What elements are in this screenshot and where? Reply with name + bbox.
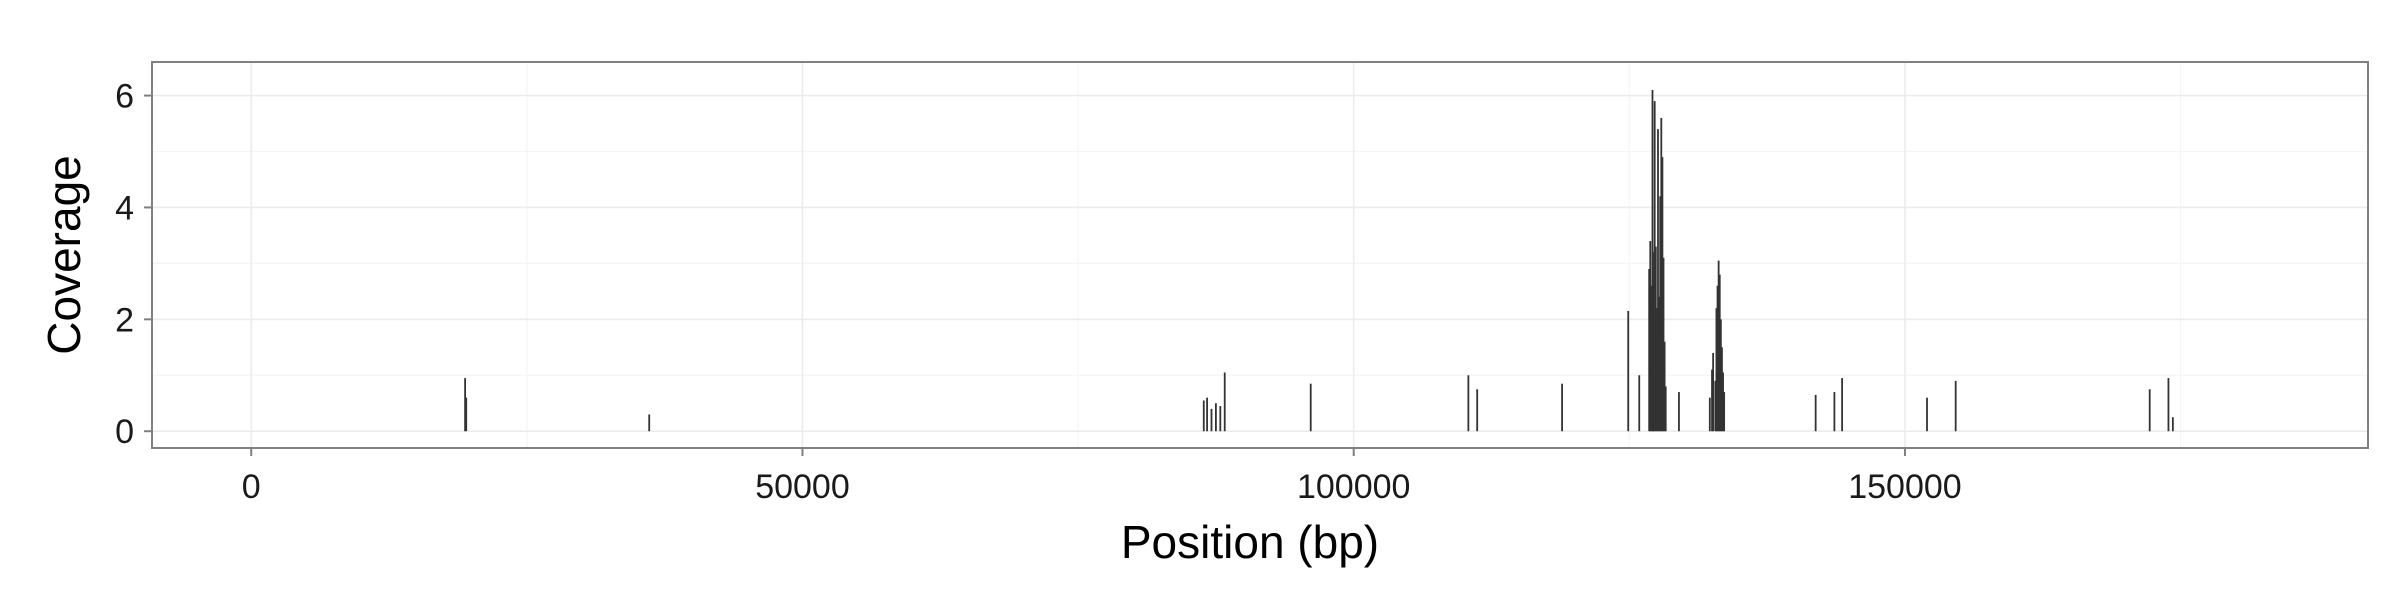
coverage-bar [1715,308,1718,432]
coverage-bar [1711,369,1713,432]
x-tick-label: 150000 [1848,468,1961,506]
y-axis-title: Coverage [38,155,90,354]
coverage-bar [1652,280,1655,432]
coverage-bar [1309,383,1312,432]
coverage-bar [1561,383,1563,432]
coverage-bar [1708,397,1711,432]
grid-minor [152,62,2368,448]
y-tick-label: 6 [115,78,134,116]
x-tick-label: 0 [242,468,261,506]
coverage-bar [1661,157,1664,432]
coverage-bar [1650,285,1653,432]
coverage-bar [1210,408,1213,432]
coverage-bar [1654,246,1657,432]
x-tick-label: 50000 [755,468,850,506]
coverage-bar [1653,101,1656,432]
coverage-bar [1627,310,1630,432]
plot-panel [152,62,2368,448]
coverage-bar [1662,257,1665,432]
x-axis: 0 50000 100000 150000 [242,448,1962,506]
coverage-bar [464,378,467,432]
coverage-bar [1723,392,1726,432]
y-axis: 0 2 4 6 [115,78,152,451]
coverage-bar [648,414,651,432]
coverage-bar [1814,394,1817,432]
coverage-bar [1721,347,1723,432]
coverage-bar [1467,375,1470,432]
coverage-bar [1215,403,1217,432]
coverage-bar [1664,386,1667,432]
coverage-bar [2171,417,2174,432]
coverage-bar [1716,285,1719,432]
coverage-bars [464,89,2174,432]
coverage-bar [1717,260,1720,432]
coverage-bar [2167,378,2170,432]
coverage-bar [1926,397,1928,432]
coverage-bar [1718,274,1721,432]
coverage-bar [1648,268,1651,432]
y-tick-label: 0 [115,413,134,451]
coverage-bar [1714,380,1717,432]
coverage-bar [1223,372,1226,432]
coverage-bar [1476,389,1479,432]
coverage-bar [1660,117,1663,432]
y-tick-label: 4 [115,189,134,227]
coverage-bar [1202,400,1205,432]
coverage-bar [1841,378,1844,432]
coverage-bar [1954,380,1957,432]
coverage-bar [1678,392,1680,432]
grid-major [152,62,2368,448]
coverage-bar [1655,308,1658,432]
coverage-bar [2148,389,2151,432]
coverage-bar [1663,341,1666,432]
x-axis-title: Position (bp) [1121,516,1379,568]
coverage-bar [1649,241,1652,432]
coverage-bar [1638,375,1641,432]
coverage-bar [1657,129,1659,432]
coverage-bar [1206,397,1208,432]
plot-border [151,61,2369,449]
coverage-bar [465,397,468,432]
y-tick-label: 2 [115,301,134,339]
coverage-bar [1219,406,1222,432]
coverage-bar [1719,319,1722,432]
x-tick-label: 100000 [1297,468,1410,506]
coverage-bar [1658,296,1661,432]
coverage-bar [1833,392,1836,432]
coverage-bar [1722,372,1724,432]
coverage-bar [1712,352,1715,432]
coverage-bar [1659,196,1662,432]
